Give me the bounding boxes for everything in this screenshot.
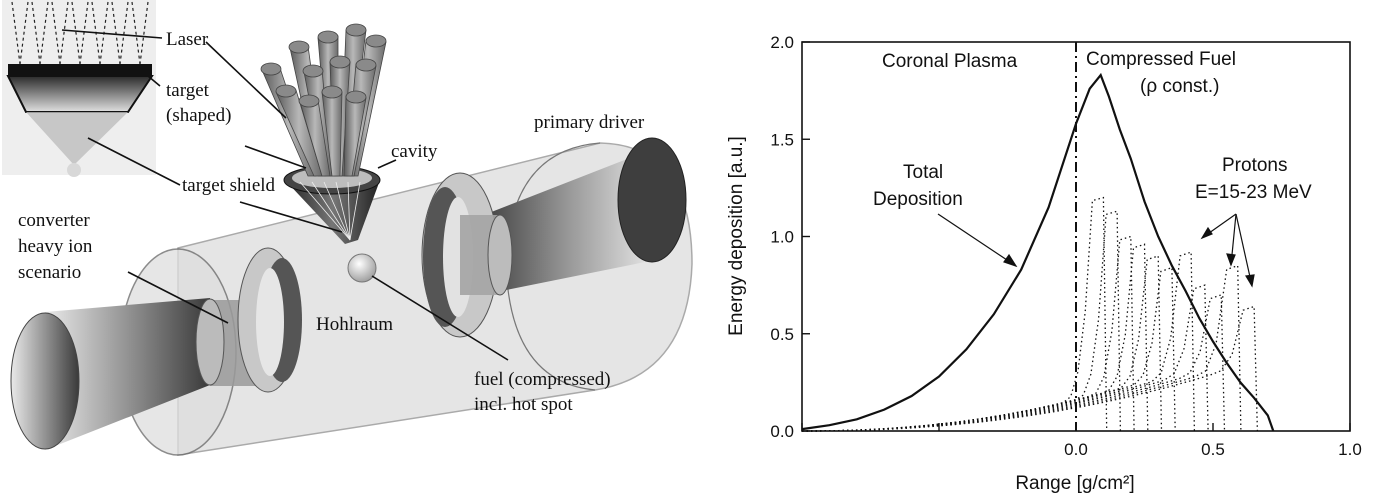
y-tick-label: 0.0 [770, 422, 794, 441]
annotation-total-1: Total [903, 162, 943, 183]
proton-curves [802, 196, 1259, 432]
annotation-protons-2: E=15-23 MeV [1195, 182, 1312, 203]
proton-curve-10 [802, 264, 1242, 432]
fuel-capsule [347, 253, 377, 283]
label-laser: Laser [166, 29, 209, 50]
y-tick-label: 1.0 [770, 228, 794, 247]
label-converter-1: converter [18, 210, 90, 231]
proton-curve-2 [802, 210, 1122, 432]
annotation-coronal-plasma: Coronal Plasma [882, 51, 1018, 72]
y-tick-label: 2.0 [770, 33, 794, 52]
label-fuel-1: fuel (compressed) [474, 369, 611, 390]
target-diagram: Laser target (shaped) cavity primary dri… [2, 0, 693, 456]
proton-curve-11 [802, 305, 1259, 432]
label-target-shaped-1: target [166, 80, 210, 101]
series-line-total-deposition [801, 72, 1275, 432]
inset-target-view [2, 0, 156, 177]
x-tick-label: 1.0 [1338, 440, 1362, 459]
proton-curve-7 [802, 251, 1196, 432]
annotation-arrows [937, 213, 1255, 288]
label-converter-2: heavy ion [18, 236, 93, 257]
x-tick-label: 0.5 [1201, 440, 1225, 459]
annotation-protons-1: Protons [1222, 155, 1287, 176]
primary-driver-cone [421, 137, 687, 338]
annotation-compressed-fuel-2: (ρ const.) [1140, 76, 1219, 97]
proton-curve-8 [802, 284, 1209, 432]
label-target-shaped-2: (shaped) [166, 105, 231, 126]
label-converter-3: scenario [18, 262, 81, 283]
proton-curve-5 [802, 255, 1163, 432]
y-axis-label: Energy deposition [a.u.] [726, 136, 747, 336]
label-primary-driver: primary driver [534, 112, 645, 133]
label-cavity: cavity [391, 141, 438, 162]
proton-curve-9 [802, 294, 1226, 432]
laser-beam-bundle [260, 23, 387, 177]
label-hohlraum: Hohlraum [316, 314, 393, 335]
leader-lines [61, 29, 509, 361]
annotation-total-2: Deposition [873, 189, 963, 210]
x-tick-label: 0.0 [1064, 440, 1088, 459]
annotation-compressed-fuel-1: Compressed Fuel [1086, 49, 1236, 70]
x-axis-label: Range [g/cm²] [1015, 473, 1134, 494]
left-converter [10, 247, 302, 450]
label-target-shield: target shield [182, 175, 276, 196]
energy-deposition-chart: 0.0 0.5 1.0 0.0 0.5 1.0 1.5 2.0 Energy depositi… [726, 33, 1362, 494]
y-tick-label: 1.5 [770, 130, 794, 149]
axis-ticks: 0.0 0.5 1.0 0.0 0.5 1.0 1.5 2.0 [770, 33, 1361, 459]
proton-curve-1 [802, 196, 1108, 432]
y-tick-label: 0.5 [770, 325, 794, 344]
label-fuel-2: incl. hot spot [474, 394, 573, 415]
